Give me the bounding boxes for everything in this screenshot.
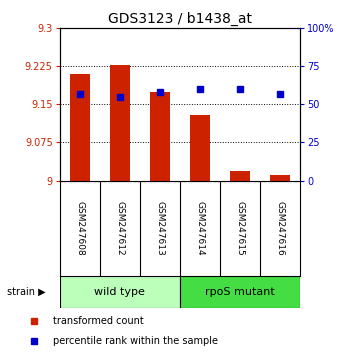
Text: transformed count: transformed count: [53, 316, 144, 326]
Text: wild type: wild type: [94, 287, 145, 297]
Title: GDS3123 / b1438_at: GDS3123 / b1438_at: [108, 12, 252, 26]
Text: GSM247613: GSM247613: [155, 201, 164, 256]
Bar: [190, 115, 210, 181]
Text: percentile rank within the sample: percentile rank within the sample: [53, 336, 218, 346]
Bar: [180, 276, 300, 308]
Text: GSM247612: GSM247612: [115, 201, 124, 256]
Bar: [60, 276, 180, 308]
Bar: [270, 176, 290, 181]
Text: GSM247614: GSM247614: [195, 201, 204, 256]
Bar: [70, 74, 90, 181]
Text: GSM247615: GSM247615: [236, 201, 244, 256]
Text: strain ▶: strain ▶: [7, 287, 45, 297]
Bar: [150, 92, 170, 181]
Bar: [110, 65, 130, 181]
Bar: [230, 171, 250, 181]
Text: GSM247616: GSM247616: [276, 201, 284, 256]
Text: GSM247608: GSM247608: [75, 201, 84, 256]
Text: rpoS mutant: rpoS mutant: [205, 287, 275, 297]
